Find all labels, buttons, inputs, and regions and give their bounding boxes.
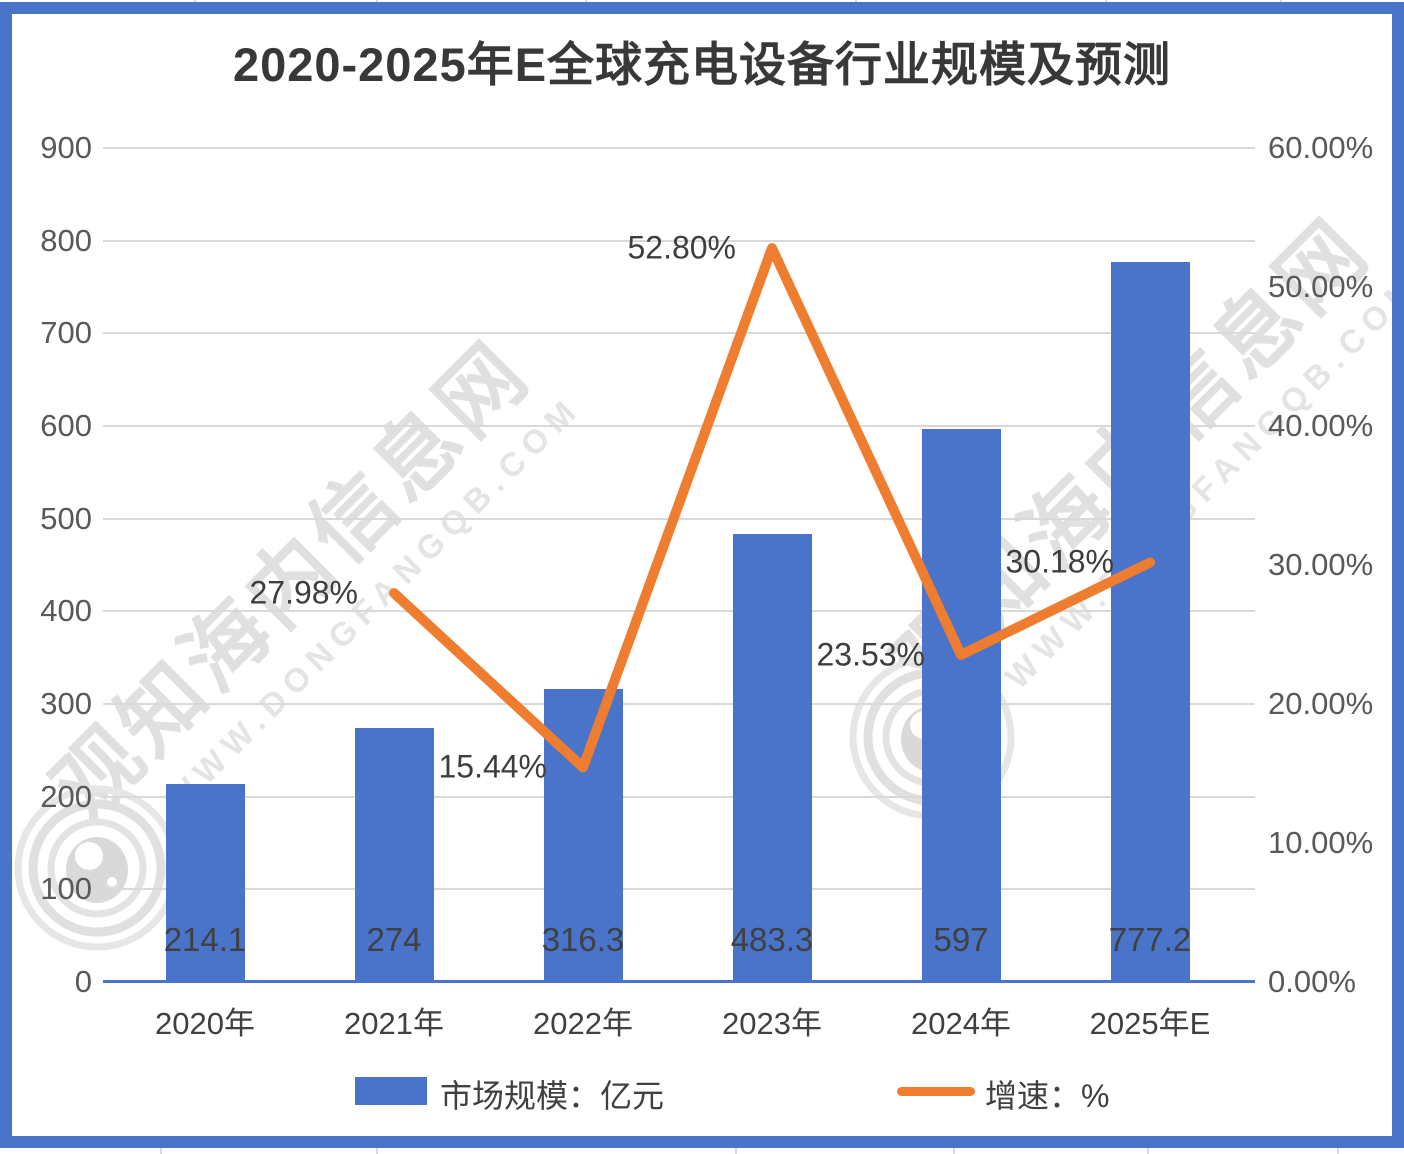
right-axis-tick: 50.00% — [1268, 269, 1374, 304]
gridline — [103, 332, 1255, 335]
right-axis-tick: 60.00% — [1268, 130, 1374, 165]
bar — [354, 728, 434, 982]
spreadsheet-gridline-stub — [376, 1148, 378, 1154]
bar-value-label: 214.1 — [163, 921, 247, 958]
bar-value-label: 316.3 — [541, 921, 625, 958]
legend-line-swatch — [897, 1087, 975, 1096]
spreadsheet-gridline-stub — [1280, 0, 1282, 2]
gridline — [103, 425, 1255, 427]
left-axis-tick: 100 — [40, 871, 92, 907]
x-axis-label: 2021年 — [344, 1006, 444, 1041]
left-axis-tick: 0 — [74, 964, 92, 999]
gridline — [103, 610, 1255, 613]
spreadsheet-gridline-stub — [953, 1148, 955, 1154]
gridline — [103, 795, 1255, 798]
bar-value-label: 597 — [933, 921, 989, 958]
x-axis-label: 2025年E — [1089, 1006, 1211, 1041]
bar-value-label: 274 — [366, 921, 422, 958]
left-axis-tick: 300 — [40, 686, 92, 721]
spreadsheet-gridline-stub — [585, 0, 587, 2]
gridline — [103, 239, 1255, 242]
left-axis-tick: 200 — [40, 778, 92, 814]
gridline — [103, 147, 1255, 149]
spreadsheet-gridline-stub — [160, 1148, 162, 1154]
left-axis-tick: 900 — [40, 130, 92, 165]
left-axis-tick: 700 — [40, 315, 92, 351]
legend-bar-swatch — [355, 1077, 427, 1105]
gridline — [103, 703, 1255, 705]
x-axis-line — [103, 980, 1255, 983]
x-axis-label: 2024年 — [911, 1006, 1011, 1041]
right-axis-tick: 10.00% — [1268, 825, 1374, 860]
right-axis-tick: 0.00% — [1268, 964, 1356, 999]
spreadsheet-gridline-stub — [376, 0, 378, 2]
right-axis-tick: 30.00% — [1268, 547, 1374, 582]
legend-bar-label: 市场规模：亿元 — [440, 1078, 665, 1114]
gridline — [103, 888, 1255, 891]
left-axis-tick: 800 — [40, 222, 92, 258]
legend-line-label: 增速：% — [985, 1078, 1110, 1114]
left-axis-tick: 400 — [40, 593, 92, 629]
growth-line — [389, 243, 1155, 773]
spreadsheet-gridline-stub — [1337, 1148, 1339, 1154]
line-value-label: 30.18% — [1005, 543, 1114, 580]
right-axis-tick: 20.00% — [1268, 686, 1374, 721]
line-value-label: 52.80% — [627, 229, 736, 266]
left-axis-tick: 600 — [40, 408, 92, 443]
spreadsheet-gridline-stub — [1147, 1148, 1149, 1154]
spreadsheet-gridline-stub — [1105, 0, 1107, 2]
x-axis-label: 2020年 — [155, 1006, 255, 1041]
bar-value-label: 483.3 — [730, 921, 814, 958]
left-axis-tick: 500 — [40, 500, 92, 536]
line-value-label: 23.53% — [816, 636, 925, 673]
legend: 市场规模：亿元 增速：% — [0, 1065, 1404, 1117]
bar — [1110, 261, 1190, 982]
line-value-label: 27.98% — [249, 574, 358, 611]
chart-title: 2020-2025年E全球充电设备行业规模及预测 — [232, 38, 1172, 91]
spreadsheet-gridline-stub — [194, 0, 196, 2]
bar-value-label: 777.2 — [1108, 921, 1192, 958]
bar — [732, 534, 812, 982]
spreadsheet-gridline-stub — [735, 1148, 737, 1154]
spreadsheet-gridline-stub — [855, 0, 857, 2]
x-axis-label: 2022年 — [533, 1006, 633, 1041]
line-value-label: 15.44% — [438, 748, 547, 785]
gridline — [103, 517, 1255, 520]
right-axis-tick: 40.00% — [1268, 408, 1374, 443]
x-axis-label: 2023年 — [722, 1006, 822, 1041]
